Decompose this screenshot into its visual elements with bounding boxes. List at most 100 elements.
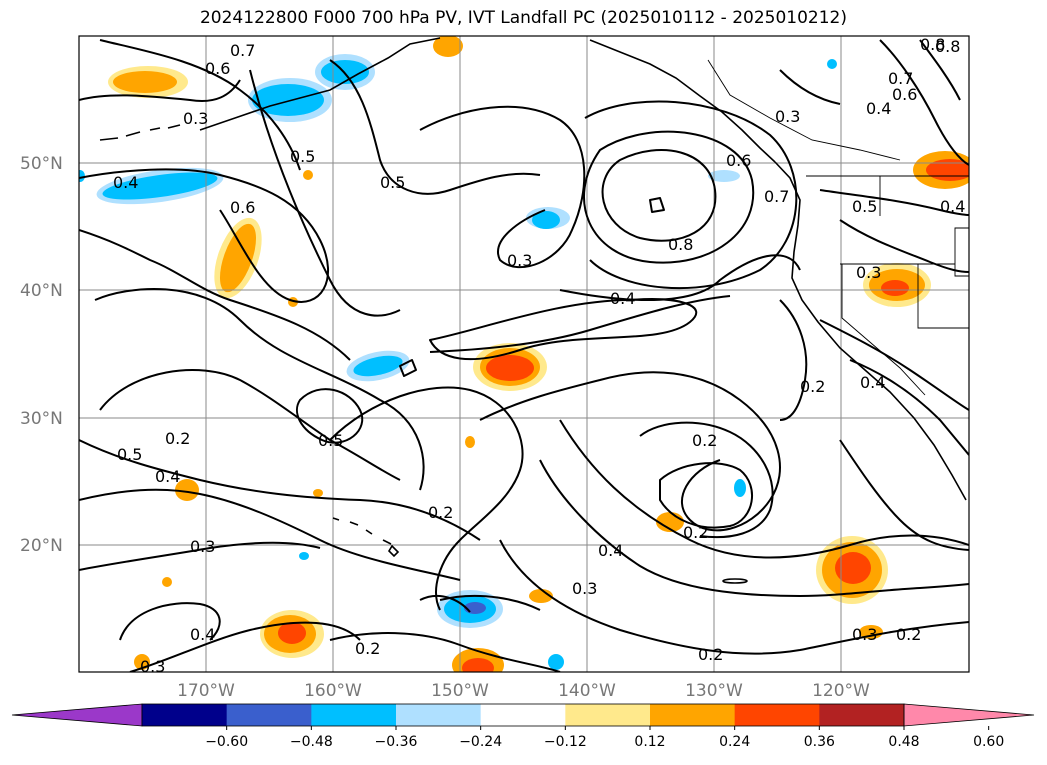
shade-positive <box>465 436 475 448</box>
colorbar-extend-low <box>11 703 143 727</box>
shade-negative <box>708 170 740 182</box>
contour-label: 0.3 <box>856 263 881 282</box>
pv-contours <box>79 39 969 672</box>
shade-negative <box>299 552 309 560</box>
shade-positive <box>219 223 257 293</box>
contour-label: 0.4 <box>610 289 635 308</box>
coastline-alaska-panhandle <box>589 39 776 163</box>
lon-label-160w: 160°W <box>304 681 362 701</box>
colorbar-tick-label: 0.36 <box>804 734 835 750</box>
map-frame <box>78 35 970 673</box>
contour-label: 0.5 <box>117 445 142 464</box>
contour-line <box>79 79 241 102</box>
colorbar-tick-label: 0.12 <box>634 734 665 750</box>
contour-line <box>601 149 717 242</box>
contour-line <box>79 541 321 571</box>
contour-line <box>99 369 401 481</box>
shade-negative <box>532 211 560 229</box>
contour-line <box>79 439 481 541</box>
shade-positive <box>529 589 553 603</box>
map-panel: 0.7 0.6 0.3 0.4 0.5 0.6 0.5 0.3 0.8 0.4 … <box>78 35 970 676</box>
contour-line <box>129 621 361 672</box>
map-content: 0.7 0.6 0.3 0.4 0.5 0.6 0.5 0.3 0.8 0.4 … <box>79 36 969 676</box>
colorbar: −0.60 −0.48 −0.36 −0.24 −0.12 0.12 0.24 0.36 0.4… <box>11 703 1035 750</box>
colorbar-tick-label: −0.36 <box>375 734 418 750</box>
coastline-west-coast <box>774 161 967 501</box>
colorbar-tick-label: −0.12 <box>544 734 587 750</box>
contour-line <box>779 69 841 105</box>
contour-line <box>539 459 969 597</box>
contour-line <box>479 371 781 532</box>
contour-label: 0.2 <box>428 503 453 522</box>
contour-line <box>639 421 774 539</box>
border-states-2 <box>841 264 926 396</box>
contour-label: 0.6 <box>205 59 230 78</box>
contour-label: 0.5 <box>852 197 877 216</box>
contour-line <box>819 319 969 411</box>
contour-line <box>79 229 351 361</box>
contour-line <box>819 189 969 216</box>
shading-layer <box>79 36 969 672</box>
contour-label: 0.4 <box>866 99 891 118</box>
contour-line <box>295 388 364 444</box>
shade-positive <box>926 159 969 181</box>
contour-label: 0.7 <box>764 187 789 206</box>
contour-line <box>439 594 541 611</box>
chart-title: 2024122800 F000 700 hPa PV, IVT Landfall… <box>199 8 847 28</box>
lon-label-140w: 140°W <box>558 681 616 701</box>
contour-labels: 0.7 0.6 0.3 0.4 0.5 0.6 0.5 0.3 0.8 0.4 … <box>113 36 965 676</box>
colorbar-segment <box>565 704 651 726</box>
contour-line <box>879 39 969 166</box>
contour-label: 0.2 <box>683 523 708 542</box>
graticule <box>79 36 969 672</box>
contour-label: 0.3 <box>507 251 532 270</box>
lat-label-40n: 40°N <box>20 281 63 301</box>
shade-negative <box>79 170 85 182</box>
contour-line <box>329 59 541 195</box>
contour-label: 0.4 <box>190 625 215 644</box>
contour-line <box>559 419 969 559</box>
contour-line <box>99 39 301 171</box>
contour-line <box>779 299 808 421</box>
contour-label: 0.6 <box>726 151 751 170</box>
lat-label-20n: 20°N <box>20 536 63 556</box>
shade-positive <box>303 170 313 180</box>
colorbar-tick-label: −0.48 <box>290 734 333 750</box>
colorbar-tick-label: −0.60 <box>205 734 248 750</box>
latitude-labels: 50°N 40°N 30°N 20°N <box>20 154 63 556</box>
colorbar-extend-high <box>903 703 1035 727</box>
contour-line <box>849 359 969 456</box>
contour-line <box>559 254 801 301</box>
contour-label: 0.4 <box>598 541 623 560</box>
colorbar-segment <box>734 704 820 726</box>
colorbar-segment <box>396 704 482 726</box>
contour-label: 0.4 <box>940 197 965 216</box>
contour-label: 0.3 <box>852 625 877 644</box>
lon-label-120w: 120°W <box>812 681 870 701</box>
contour-label: 0.2 <box>355 639 380 658</box>
contour-label: 0.3 <box>140 657 165 676</box>
shade-positive <box>462 658 494 672</box>
contour-label: 0.2 <box>165 429 190 448</box>
lat-label-50n: 50°N <box>20 154 63 174</box>
coastline-alaska <box>199 37 441 131</box>
shade-positive <box>278 622 306 644</box>
contour-line <box>79 488 461 581</box>
contour-line <box>499 539 969 655</box>
lon-label-170w: 170°W <box>177 681 235 701</box>
shade-negative <box>102 172 218 200</box>
lon-label-130w: 130°W <box>685 681 743 701</box>
contour-line <box>583 130 755 264</box>
contour-line <box>79 168 330 303</box>
colorbar-segment <box>226 704 312 726</box>
contour-label: 0.8 <box>668 235 693 254</box>
contour-line <box>584 100 798 290</box>
shade-negative <box>353 355 403 377</box>
contour-line <box>419 105 586 269</box>
shade-positive <box>881 280 909 296</box>
contour-label: 0.6 <box>230 198 255 217</box>
shade-negative <box>548 654 564 670</box>
contour-label: 0.2 <box>698 645 723 664</box>
contour-label: 0.5 <box>290 147 315 166</box>
